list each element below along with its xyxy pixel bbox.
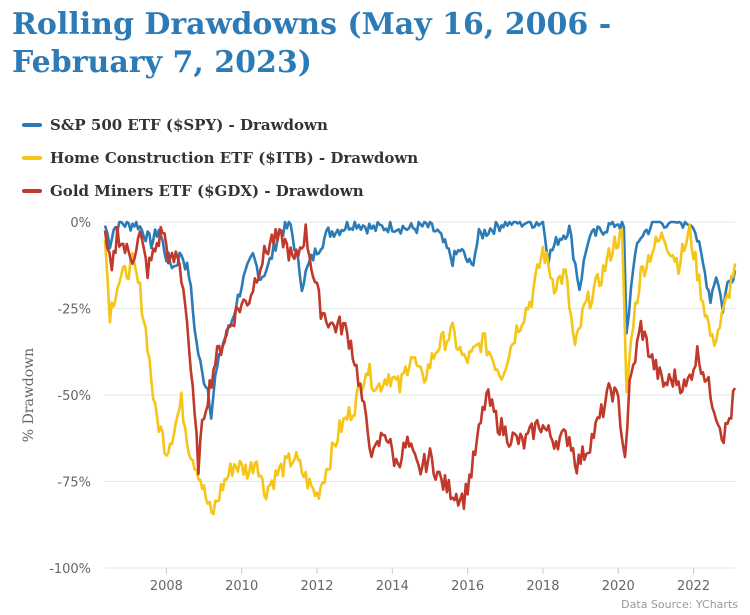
legend-label-gdx: Gold Miners ETF ($GDX) - Drawdown: [50, 181, 364, 200]
y-tick-label: -100%: [49, 562, 91, 577]
series-line: [103, 223, 737, 516]
x-tick-label: 2016: [451, 579, 484, 594]
x-axis-ticks: 2008 2010 2012 2014 2016 2018 2020 2022: [150, 568, 710, 594]
y-axis-title: % Drawdown: [21, 348, 37, 442]
x-tick-label: 2014: [376, 579, 409, 594]
legend-swatch-itb: [22, 155, 42, 160]
chart-legend: S&P 500 ETF ($SPY) - Drawdown Home Const…: [22, 108, 418, 207]
series-line: [103, 223, 737, 510]
y-tick-label: 0%: [70, 216, 91, 231]
series-lines: [103, 220, 737, 516]
x-tick-label: 2018: [526, 579, 559, 594]
legend-item-spy[interactable]: S&P 500 ETF ($SPY) - Drawdown: [22, 108, 418, 141]
legend-label-spy: S&P 500 ETF ($SPY) - Drawdown: [50, 115, 328, 134]
x-tick-label: 2010: [225, 579, 258, 594]
x-tick-label: 2020: [602, 579, 635, 594]
y-tick-label: -25%: [57, 303, 91, 318]
x-tick-label: 2022: [677, 579, 710, 594]
legend-item-itb[interactable]: Home Construction ETF ($ITB) - Drawdown: [22, 141, 418, 174]
y-axis-ticks: 0% -25% -50% -75% -100%: [49, 216, 91, 577]
legend-swatch-gdx: [22, 188, 42, 193]
x-tick-label: 2012: [300, 579, 333, 594]
legend-swatch-spy: [22, 122, 42, 127]
x-tick-label: 2008: [150, 579, 183, 594]
y-tick-label: -50%: [57, 389, 91, 404]
chart-title: Rolling Drawdowns (May 16, 2006 - Februa…: [12, 7, 612, 80]
y-tick-label: -75%: [57, 476, 91, 491]
legend-item-gdx[interactable]: Gold Miners ETF ($GDX) - Drawdown: [22, 174, 418, 207]
legend-label-itb: Home Construction ETF ($ITB) - Drawdown: [50, 148, 419, 167]
data-source-note: Data Source: YCharts: [621, 598, 738, 611]
